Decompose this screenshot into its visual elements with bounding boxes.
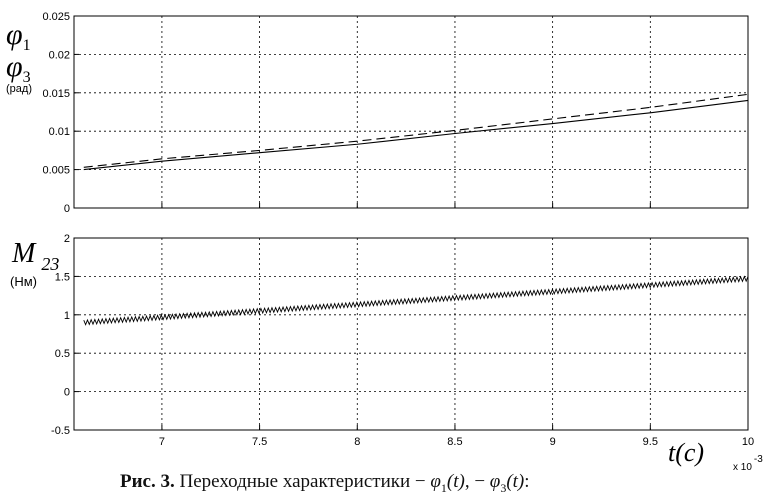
- caption-sub1: 1: [440, 480, 447, 495]
- phi-plot-frame: [73, 15, 749, 209]
- phi-ylabel-unit: (рад): [6, 83, 32, 95]
- figure-caption: Рис. 3. Переходные характеристики − φ1(t…: [0, 469, 780, 499]
- phi-series-0-solid: [83, 99, 749, 171]
- phi-ytick-label-2: 0.01: [49, 126, 70, 138]
- caption-sep: , −: [464, 471, 490, 492]
- moment-grid: [74, 237, 749, 431]
- moment-xtick-label-2: 8: [354, 436, 360, 448]
- x-exponent-power: -3: [754, 454, 763, 465]
- moment-plot: -0.5 0 0.5 1 1.5 2 7 7.5 8 8.5 9 9.5 10 M 23 (Нм) t(…: [10, 233, 763, 473]
- phi-grid: [74, 15, 749, 209]
- caption-sym2: φ: [489, 471, 501, 492]
- moment-xtick-label-6: 10: [742, 436, 754, 448]
- moment-ylabel-sub: 23: [41, 254, 59, 274]
- phi-series: [83, 93, 749, 171]
- moment-series-0-oscillating: [83, 275, 749, 326]
- phi-ylabel-2: φ3: [6, 50, 31, 86]
- moment-ylabel: M 23: [11, 238, 59, 274]
- caption-end: :: [524, 471, 530, 492]
- moment-xtick-label-1: 7.5: [252, 436, 267, 448]
- caption-sym1: φ: [430, 471, 441, 492]
- moment-xtick-label-0: 7: [159, 436, 165, 448]
- moment-ytick-label-4: 1.5: [55, 271, 70, 283]
- phi-ytick-label-1: 0.005: [42, 165, 70, 177]
- phi-plot: 0 0.005 0.01 0.015 0.02 0.025 φ1 φ3 (рад): [6, 11, 749, 215]
- phi-y-ticks: 0 0.005 0.01 0.015 0.02 0.025: [42, 11, 70, 215]
- caption-sub2: 3: [500, 480, 507, 495]
- phi-ytick-label-5: 0.025: [42, 11, 70, 23]
- moment-xtick-label-3: 8.5: [447, 436, 462, 448]
- moment-y-ticks: -0.5 0 0.5 1 1.5 2: [51, 233, 70, 437]
- phi-ylabel-2-sub: 3: [23, 69, 31, 86]
- x-axis-label: t(c): [668, 438, 704, 467]
- x-exponent-label: x 10-3: [733, 454, 763, 473]
- phi-ylabel-1-sub: 1: [23, 37, 31, 54]
- phi-ytick-label-3: 0.015: [42, 88, 70, 100]
- phi-ylabel-1: φ1: [6, 18, 31, 54]
- moment-ytick-label-2: 0.5: [55, 348, 70, 360]
- caption-text: Переходные характеристики −: [174, 471, 431, 492]
- phi-series-1-dashed: [83, 93, 749, 168]
- moment-ytick-label-0: -0.5: [51, 425, 70, 437]
- moment-plot-frame: [73, 237, 749, 431]
- moment-ytick-label-5: 2: [64, 233, 70, 245]
- moment-ylabel-unit: (Нм): [10, 274, 37, 289]
- phi-ytick-label-4: 0.02: [49, 49, 70, 61]
- moment-ytick-label-3: 1: [64, 310, 70, 322]
- caption-label: Рис. 3.: [120, 471, 175, 492]
- moment-ytick-label-1: 0: [64, 387, 70, 399]
- moment-xtick-label-5: 9.5: [643, 436, 658, 448]
- phi-ytick-label-0: 0: [64, 203, 70, 215]
- caption-arg2: (t): [506, 471, 525, 492]
- caption-arg1: (t): [446, 471, 465, 492]
- moment-x-ticks: 7 7.5 8 8.5 9 9.5 10: [159, 436, 754, 448]
- moment-xtick-label-4: 9: [550, 436, 556, 448]
- moment-series: [83, 275, 749, 326]
